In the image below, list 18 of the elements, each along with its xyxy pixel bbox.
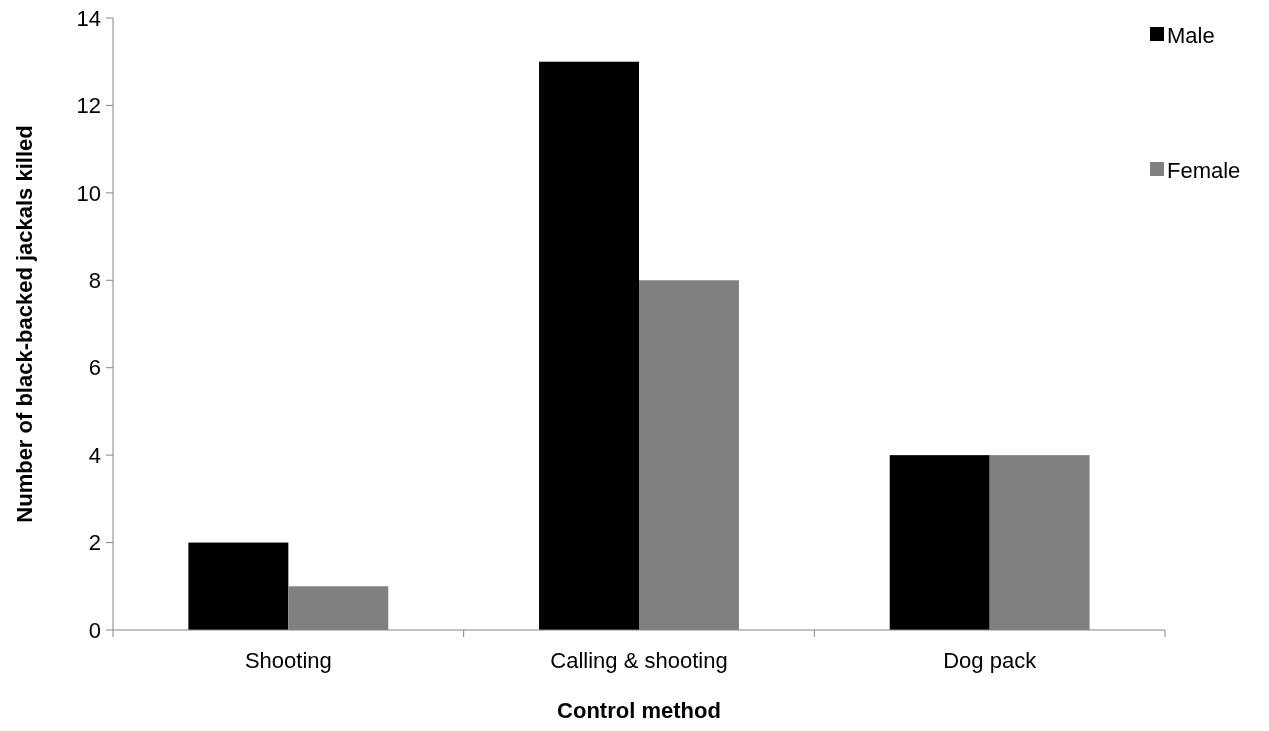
bar	[188, 542, 289, 630]
y-tick-label: 4	[88, 442, 101, 468]
bar	[889, 455, 990, 630]
y-tick-label: 10	[76, 180, 101, 206]
y-tick-label: 0	[88, 617, 101, 643]
x-tick-label: Dog pack	[943, 648, 1038, 673]
y-tick-label: 14	[76, 5, 101, 31]
y-axis-title: Number of black-backed jackals killed	[12, 125, 37, 523]
bar	[539, 61, 639, 630]
y-tick-label: 12	[76, 93, 101, 119]
legend-label: Male	[1167, 22, 1215, 48]
x-tick-label: Calling & shooting	[550, 648, 728, 673]
y-tick-label: 6	[88, 355, 101, 381]
x-tick-label: Shooting	[244, 648, 332, 673]
x-axis-title: Control method	[557, 698, 721, 723]
legend-label: Female	[1167, 157, 1241, 183]
y-tick-label: 2	[88, 530, 101, 556]
y-tick-label: 8	[88, 267, 101, 293]
